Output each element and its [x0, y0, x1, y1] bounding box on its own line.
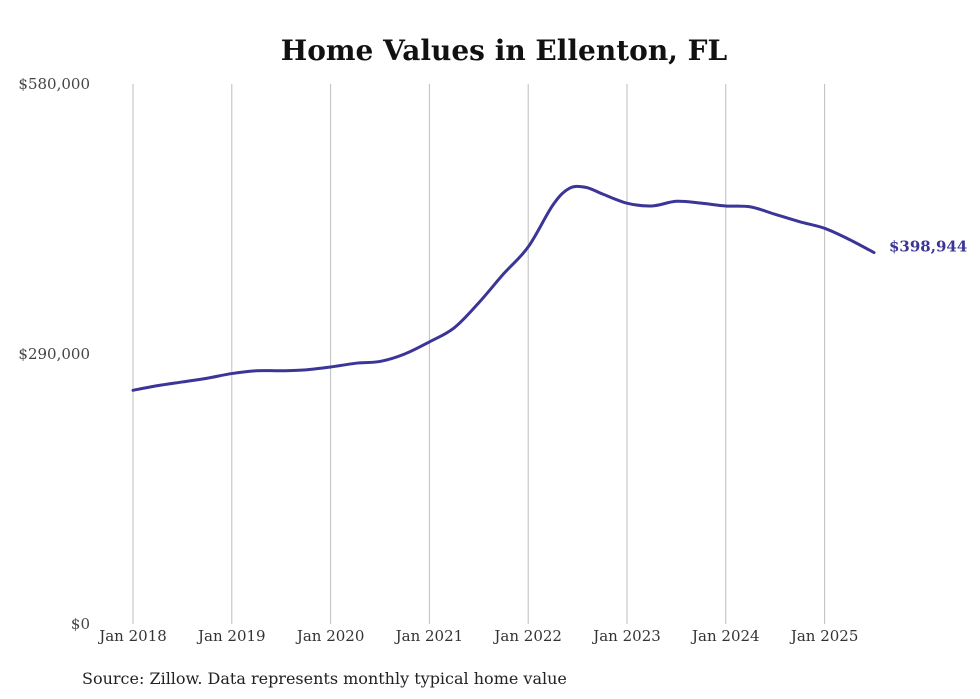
- x-tick-label: Jan 2018: [97, 627, 167, 645]
- end-value-label: $398,944: [889, 238, 967, 256]
- x-tick-label: Jan 2019: [196, 627, 266, 645]
- x-tick-label: Jan 2024: [690, 627, 760, 645]
- series-layer: $398,944: [131, 184, 967, 392]
- y-tick-label: $580,000: [18, 75, 90, 93]
- x-tick-label: Jan 2025: [789, 627, 859, 645]
- x-tick-label: Jan 2023: [591, 627, 661, 645]
- source-note: Source: Zillow. Data represents monthly …: [82, 669, 567, 688]
- x-axis-ticks: Jan 2018 Jan 2019 Jan 2020 Jan 2021 Jan 2022…: [97, 627, 858, 645]
- chart-title: Home Values in Ellenton, FL: [281, 34, 728, 67]
- y-tick-label: $290,000: [18, 345, 90, 363]
- x-tick-label: Jan 2020: [295, 627, 365, 645]
- gridlines: [132, 84, 826, 624]
- series-line: [131, 184, 876, 392]
- x-tick-label: Jan 2022: [492, 627, 562, 645]
- y-tick-label: $0: [71, 615, 90, 633]
- x-tick-label: Jan 2021: [394, 627, 464, 645]
- y-axis-ticks: $0 $290,000 $580,000: [18, 75, 90, 633]
